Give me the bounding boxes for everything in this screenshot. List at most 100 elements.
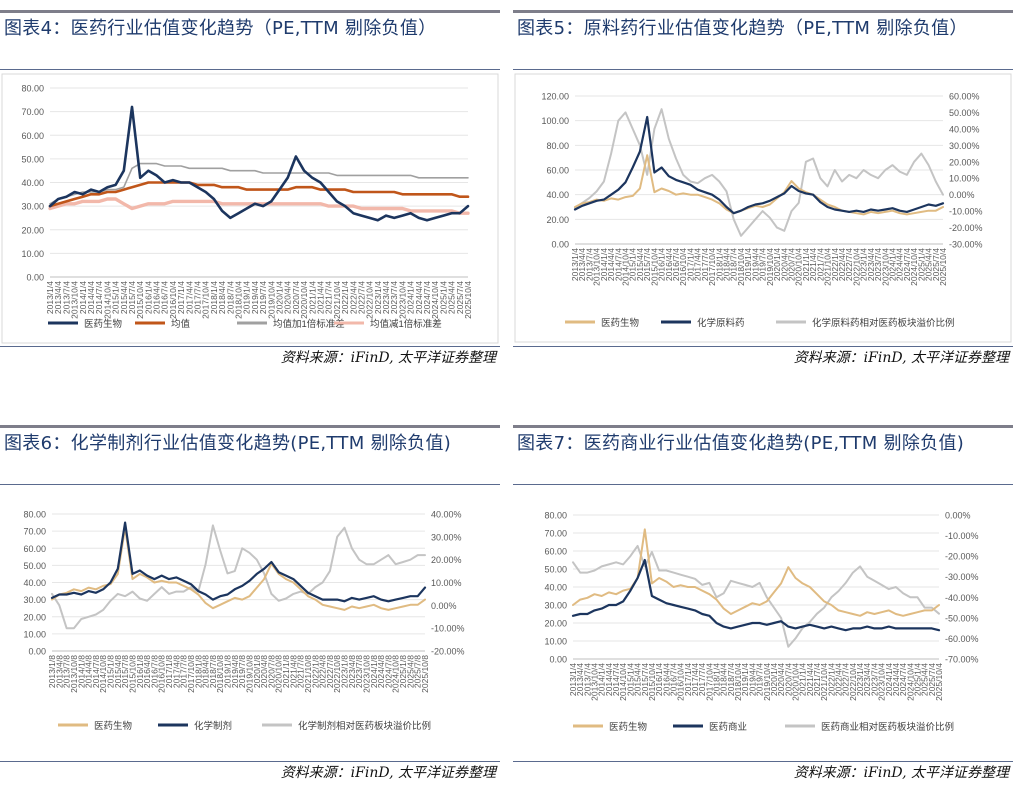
x-tick-label: 2020/1/4 — [772, 248, 782, 281]
x-tick-label: 2025/7/4 — [455, 281, 465, 314]
x-tick-label: 2016/4/4 — [152, 281, 162, 314]
x-tick-label: 2021/4/4 — [808, 248, 818, 281]
series-line — [50, 521, 427, 603]
x-tick-label: 2016/10/4 — [676, 663, 686, 701]
x-tick-label: 2018/10/4 — [736, 248, 746, 286]
x-tick-label: 2021/10/4 — [819, 663, 829, 701]
x-tick-label: 2020/7/8 — [266, 655, 276, 688]
x-tick-label: 2018/7/8 — [208, 655, 218, 688]
source-divider — [0, 761, 500, 762]
x-tick-label: 2018/4/4 — [217, 281, 227, 314]
x-tick-label: 2022/7/4 — [356, 281, 366, 314]
x-tick-label: 2014/1/4 — [78, 281, 88, 314]
x-tick-label: 2024/10/8 — [391, 655, 401, 693]
y-tick-label: 10.00 — [23, 629, 46, 639]
x-tick-label: 2025/7/4 — [927, 663, 937, 696]
x-tick-label: 2013/1/8 — [47, 655, 57, 688]
x-tick-label: 2016/10/4 — [678, 248, 688, 286]
x-tick-label: 2022/4/4 — [837, 248, 847, 281]
y-tick-label: 30.00 — [21, 202, 44, 212]
x-tick-label: 2023/10/4 — [877, 663, 887, 701]
x-tick-label: 2016/4/8 — [142, 655, 152, 688]
y-tick-label: 60.00 — [23, 544, 46, 554]
x-tick-label: 2020/10/4 — [794, 248, 804, 286]
y2-tick-label: 20.00% — [431, 555, 462, 565]
x-tick-label: 2023/7/8 — [354, 655, 364, 688]
x-tick-label: 2022/4/8 — [318, 655, 328, 688]
x-tick-label: 2017/10/8 — [186, 655, 196, 693]
x-tick-label: 2019/10/8 — [244, 655, 254, 693]
series-line — [48, 105, 470, 222]
y-tick-label: 0.00 — [549, 655, 567, 665]
series-line — [574, 108, 944, 237]
x-tick-label: 2019/10/4 — [266, 281, 276, 319]
x-tick-label: 2025/10/4 — [463, 281, 473, 319]
y-tick-label: 100.00 — [541, 116, 569, 126]
series-line — [571, 558, 941, 632]
x-tick-label: 2021/7/8 — [296, 655, 306, 688]
chart-title: 图表5：原料药行业估值变化趋势（PE,TTM 剔除负值） — [517, 18, 968, 39]
x-tick-label: 2022/1/4 — [826, 663, 836, 696]
chart-panel-4: 图表4：医药行业估值变化趋势（PE,TTM 剔除负值） 0.00 10.00 20.… — [0, 10, 500, 382]
y-tick-label: 70.00 — [23, 527, 46, 537]
x-tick-label: 2024/4/4 — [414, 281, 424, 314]
x-tick-label: 2024/1/4 — [884, 663, 894, 696]
x-tick-label: 2018/4/4 — [719, 663, 729, 696]
chart-panel-7: 图表7：医药商业行业估值变化趋势(PE,TTM 剔除负值) 0.00 10.00 2… — [513, 425, 1013, 793]
y-tick-label: 40.00 — [546, 190, 569, 200]
x-tick-label: 2020/7/4 — [783, 663, 793, 696]
x-tick-label: 2022/10/4 — [848, 663, 858, 701]
y-tick-label: 10.00 — [544, 637, 567, 647]
x-tick-label: 2019/1/8 — [223, 655, 233, 688]
x-tick-label: 2020/1/4 — [274, 281, 284, 314]
x-tick-label: 2018/10/4 — [733, 663, 743, 701]
x-tick-label: 2014/7/4 — [613, 248, 623, 281]
x-tick-label: 2013/7/4 — [61, 281, 71, 314]
x-tick-label: 2023/1/4 — [373, 281, 383, 314]
x-tick-label: 2015/7/8 — [120, 655, 130, 688]
x-tick-label: 2024/7/8 — [383, 655, 393, 688]
x-tick-label: 2017/4/4 — [184, 281, 194, 314]
x-tick-label: 2022/4/4 — [348, 281, 358, 314]
series-line — [572, 528, 940, 617]
x-tick-label: 2020/10/4 — [299, 281, 309, 319]
x-tick-label: 2014/10/4 — [102, 281, 112, 319]
x-tick-label: 2017/7/4 — [697, 663, 707, 696]
x-tick-label: 2013/4/8 — [54, 655, 64, 688]
legend-label: 化学制剂相对医药板块溢价比例 — [298, 720, 431, 732]
series-line — [574, 154, 944, 216]
x-tick-label: 2013/4/4 — [575, 663, 585, 696]
x-tick-label: 2015/1/4 — [111, 281, 121, 314]
x-tick-label: 2014/10/8 — [98, 655, 108, 693]
x-tick-label: 2022/1/8 — [310, 655, 320, 688]
y-tick-label: 20.00 — [23, 612, 46, 622]
x-tick-label: 2014/10/4 — [621, 248, 631, 286]
x-tick-label: 2013/10/4 — [70, 281, 80, 319]
y2-tick-label: -10.00% — [945, 531, 979, 541]
x-tick-label: 2014/4/8 — [84, 655, 94, 688]
x-tick-label: 2018/4/8 — [201, 655, 211, 688]
y-tick-label: 60.00 — [21, 131, 44, 141]
x-tick-label: 2018/1/4 — [714, 248, 724, 281]
x-tick-label: 2018/1/4 — [209, 281, 219, 314]
x-tick-label: 2020/7/4 — [291, 281, 301, 314]
panel-top-rule — [513, 425, 1013, 428]
chart-title: 图表4：医药行业估值变化趋势（PE,TTM 剔除负值） — [4, 18, 437, 39]
x-tick-label: 2025/10/4 — [938, 248, 948, 286]
x-tick-label: 2020/10/8 — [274, 655, 284, 693]
x-tick-label: 2019/7/8 — [237, 655, 247, 688]
x-tick-label: 2021/10/4 — [332, 281, 342, 319]
y-tick-label: 30.00 — [544, 601, 567, 611]
x-tick-label: 2015/10/4 — [649, 248, 659, 286]
x-tick-label: 2017/1/4 — [685, 248, 695, 281]
x-tick-label: 2016/1/8 — [135, 655, 145, 688]
y2-tick-label: 50.00% — [949, 108, 980, 118]
x-tick-label: 2023/7/4 — [873, 248, 883, 281]
series-line — [48, 181, 470, 208]
x-tick-label: 2020/4/8 — [259, 655, 269, 688]
y2-tick-label: 10.00% — [949, 174, 980, 184]
legend-label: 化学原料药 — [697, 317, 745, 329]
x-tick-label: 2018/10/4 — [234, 281, 244, 319]
y-tick-label: 60.00 — [546, 166, 569, 176]
panel-top-rule — [0, 425, 500, 428]
